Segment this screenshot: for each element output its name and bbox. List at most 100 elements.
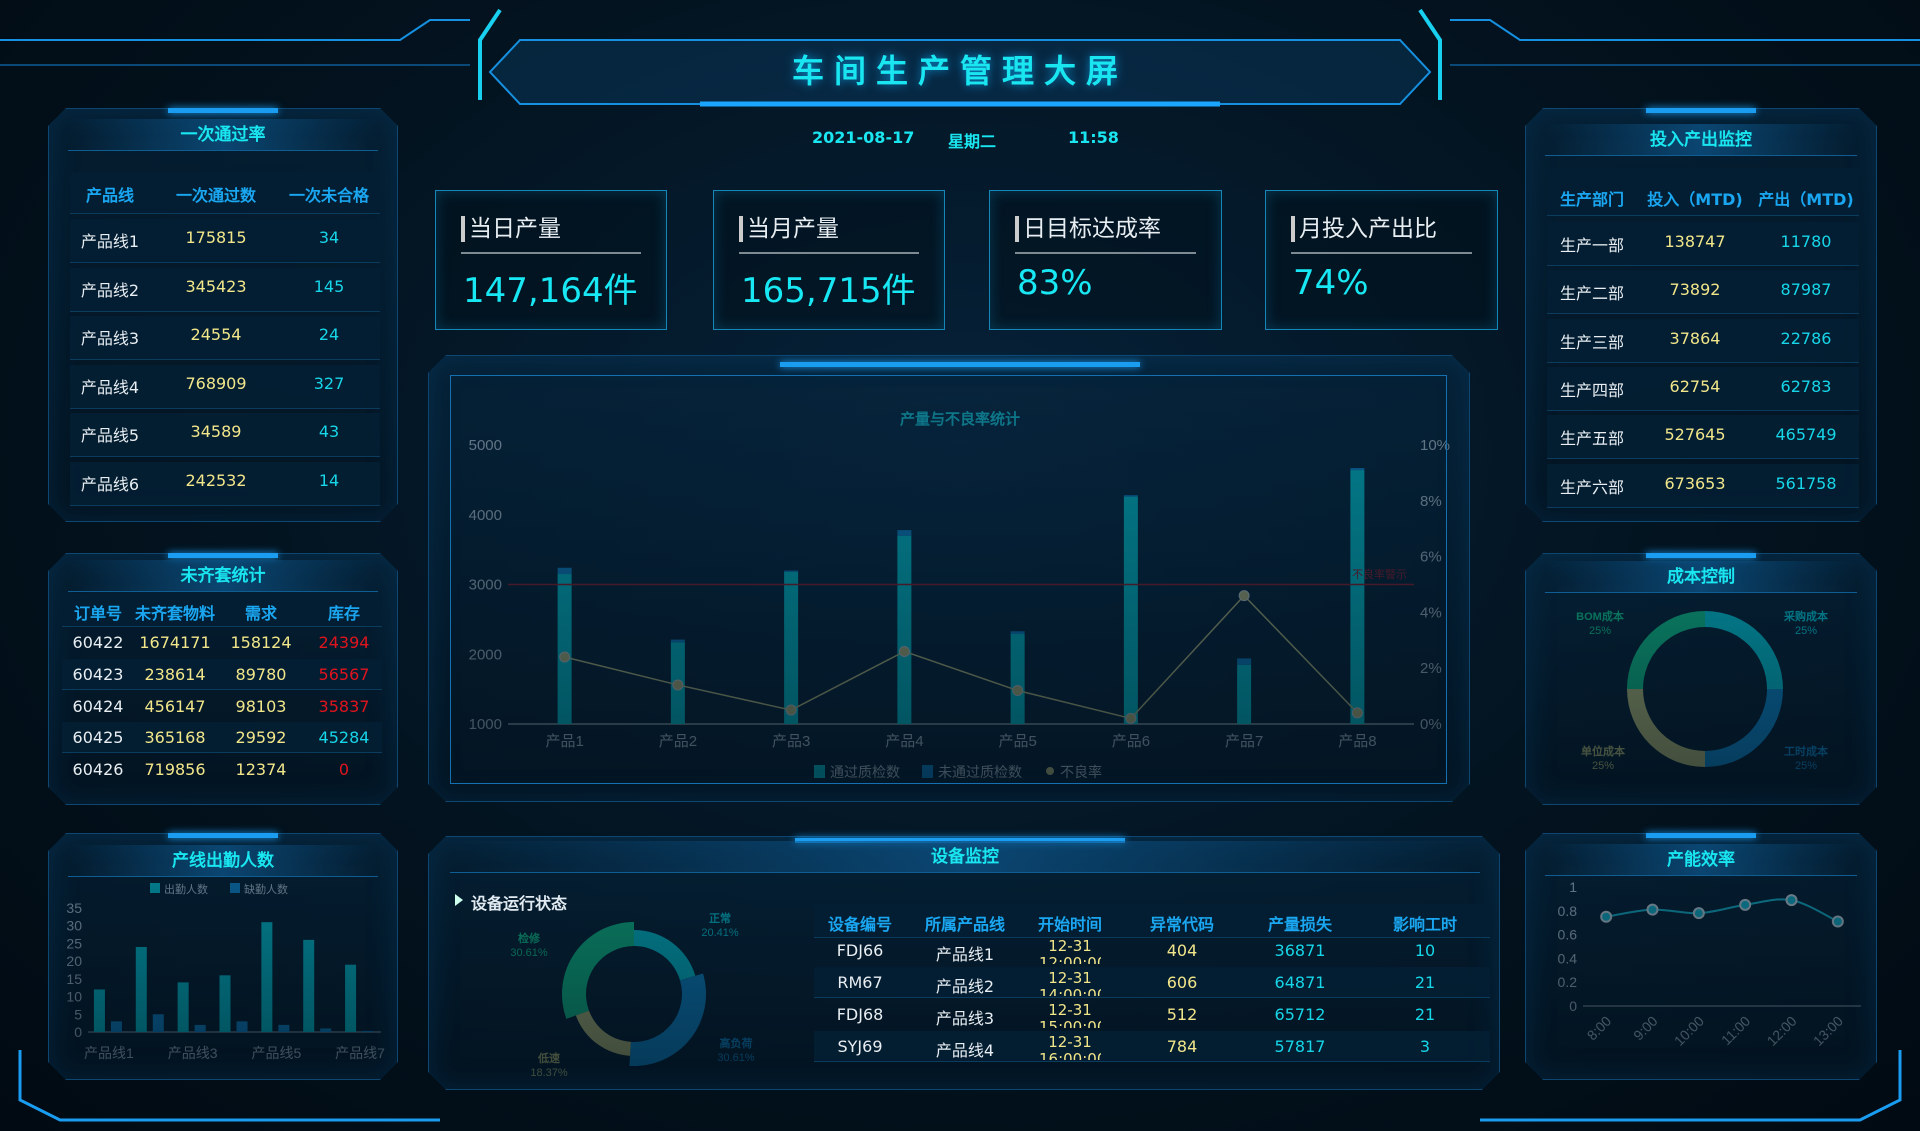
row-background (1547, 463, 1859, 508)
table-cell: 34 (318, 228, 340, 247)
table-cell: 29592 (235, 728, 287, 748)
column-header: 生产部门 (1559, 190, 1625, 209)
table-cell: 生产一部 (1559, 236, 1625, 255)
efficiency-title: 产能效率 (1545, 844, 1857, 876)
table-cell: 产品线2 (935, 977, 995, 996)
table-cell: 561758 (1775, 473, 1837, 493)
table-cell: 673653 (1664, 473, 1726, 493)
start-time-cell: 12-31 12:00:00 (1039, 938, 1101, 964)
weekday-display: 星期二 (948, 132, 997, 151)
table-cell: 62783 (1780, 376, 1832, 396)
row-background (62, 593, 382, 627)
table-cell: 784 (1166, 1037, 1198, 1056)
table-cell: 87987 (1780, 280, 1832, 300)
table-cell: 242532 (185, 470, 247, 490)
column-header: 产品线 (85, 186, 135, 205)
attendance-title: 产线出勤人数 (68, 845, 378, 877)
kpi-value: 165,715件 (741, 271, 916, 311)
table-cell: 产品线1 (935, 945, 995, 964)
table-cell: 37864 (1669, 328, 1721, 348)
equipment-title: 设备监控 (450, 841, 1480, 873)
table-cell: 89780 (235, 664, 287, 684)
row-background (70, 316, 380, 360)
kpi-label: 日目标达成率 (1015, 216, 1161, 242)
table-cell: 456147 (144, 696, 206, 716)
column-header: 开始时间 (1037, 915, 1103, 934)
start-time-cell: 12-31 16:00:00 (1039, 1034, 1101, 1060)
table-cell: 生产二部 (1559, 284, 1625, 304)
page-title: 车间生产管理大屏 (791, 52, 1128, 90)
row-background (70, 267, 380, 312)
table-cell: 0 (338, 760, 350, 780)
table-cell: 产品线4 (935, 1041, 995, 1060)
table-cell: 64871 (1274, 973, 1326, 992)
column-header: 产出（MTD) (1758, 190, 1854, 209)
row-background (1547, 168, 1859, 216)
column-header: 所属产品线 (924, 915, 1006, 934)
table-cell: 65712 (1274, 1005, 1326, 1024)
kpi-monthly-output: 当月产量 165,715件 (713, 190, 945, 330)
pass-rate-panel (48, 108, 398, 522)
table-cell: 465749 (1775, 425, 1837, 445)
table-cell: 158124 (230, 633, 292, 652)
table-cell: 3 (1419, 1037, 1431, 1056)
row-background (70, 364, 380, 409)
table-cell: 62754 (1669, 376, 1721, 396)
column-header: 一次未合格 (288, 186, 370, 205)
table-cell: 57817 (1274, 1037, 1326, 1056)
table-cell: 36871 (1274, 941, 1326, 960)
column-header: 库存 (327, 604, 361, 623)
shortage-title: 未齐套统计 (68, 560, 378, 592)
row-background (62, 722, 382, 754)
row-background (814, 1031, 1490, 1062)
kpi-daily-target-rate: 日目标达成率 83% (989, 190, 1222, 330)
row-background (814, 967, 1490, 998)
table-cell: 98103 (235, 696, 287, 716)
row-background (1547, 318, 1859, 363)
table-cell: 21 (1414, 1005, 1436, 1024)
table-cell: 60422 (72, 633, 124, 652)
table-cell: 产品线3 (935, 1009, 995, 1028)
table-cell: 719856 (144, 760, 206, 780)
table-cell: 生产六部 (1559, 477, 1625, 497)
table-cell: 10 (1414, 941, 1436, 960)
column-header: 未齐套物料 (134, 604, 216, 623)
table-cell: 175815 (185, 228, 247, 247)
start-time-cell: 12-31 14:00:00 (1039, 970, 1101, 996)
pass-rate-title: 一次通过率 (68, 119, 378, 151)
table-cell: 606 (1166, 973, 1198, 992)
table-cell: 404 (1166, 941, 1198, 960)
kpi-value: 74% (1293, 263, 1369, 303)
table-cell: SYJ69 (837, 1037, 883, 1056)
table-cell: 产品线1 (80, 232, 140, 251)
table-cell: 24394 (318, 633, 370, 652)
row-background (1547, 270, 1859, 315)
table-cell: 345423 (185, 276, 247, 296)
production-chart-panel (428, 355, 1470, 802)
table-cell: 1674171 (139, 633, 211, 652)
table-cell: 327 (313, 373, 345, 393)
table-cell: 35837 (318, 696, 370, 716)
kpi-label: 月投入产出比 (1291, 216, 1437, 242)
table-cell: 21 (1414, 973, 1436, 992)
start-time-cell: 12-31 15:00:00 (1039, 1002, 1101, 1028)
date-display: 2021-08-17 (812, 128, 915, 147)
table-cell: 产品线5 (80, 426, 140, 445)
row-background (70, 461, 380, 506)
table-cell: 145 (313, 276, 345, 296)
table-cell: 14 (318, 470, 340, 490)
table-cell: 12374 (235, 760, 287, 780)
table-cell: 56567 (318, 664, 370, 684)
play-triangle-icon (455, 894, 463, 906)
table-cell: 73892 (1669, 280, 1721, 300)
column-header: 订单号 (73, 604, 123, 623)
table-cell: 24 (318, 325, 340, 344)
table-cell: 产品线3 (80, 329, 140, 348)
header-frame (0, 8, 1920, 1122)
row-background (70, 172, 380, 214)
column-header: 异常代码 (1149, 915, 1215, 934)
column-header: 产量损失 (1267, 915, 1333, 934)
row-background (70, 413, 380, 457)
io-monitor-title: 投入产出监控 (1545, 124, 1857, 156)
kpi-value: 83% (1017, 263, 1093, 303)
